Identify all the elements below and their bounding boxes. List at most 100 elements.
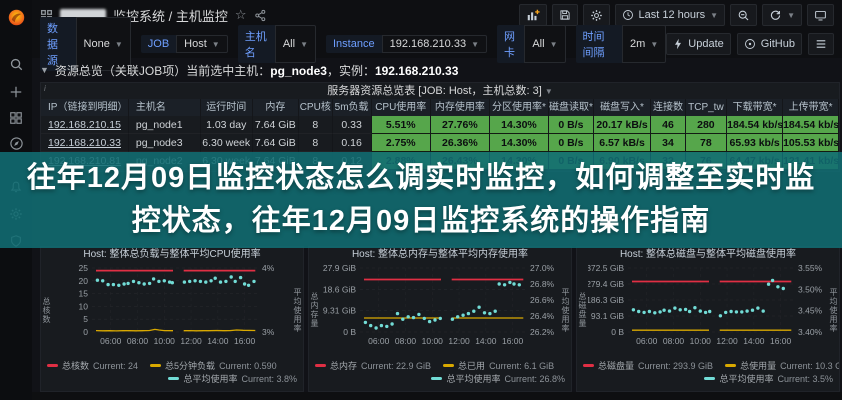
- settings-gear-icon[interactable]: [582, 4, 610, 26]
- svg-text:06:00: 06:00: [636, 336, 658, 346]
- variable-value-dropdown[interactable]: All ▼: [274, 25, 316, 63]
- svg-text:3.55%: 3.55%: [798, 263, 823, 273]
- legend-item[interactable]: 总内存 Current: 22.9 GiB: [315, 359, 431, 372]
- table-cell: 27.76%: [430, 116, 490, 134]
- variable-label: 网卡: [496, 25, 525, 63]
- panel-info-icon[interactable]: i: [44, 84, 46, 93]
- variables-bar: 数据源 None ▼ JOB Host ▼ 主机名 All ▼ Instance 192.168.2…: [32, 17, 842, 71]
- time-range-picker[interactable]: Last 12 hours ▼: [614, 4, 726, 26]
- table-cell: 184.54 kb/s: [783, 116, 839, 134]
- svg-text:14:00: 14:00: [475, 336, 497, 346]
- star-icon[interactable]: ☆: [234, 7, 247, 22]
- table-cell: 34: [651, 134, 686, 152]
- svg-text:10:00: 10:00: [690, 336, 712, 346]
- ip-link-cell[interactable]: 192.168.210.33: [41, 134, 129, 152]
- explore-compass-icon[interactable]: [0, 131, 32, 155]
- chart-panel-title[interactable]: Host: 整体总磁盘与整体平均磁盘使用率: [619, 249, 797, 260]
- save-dashboard-button[interactable]: [551, 4, 578, 26]
- svg-text:25: 25: [79, 263, 89, 273]
- tv-cycle-view-icon[interactable]: [807, 4, 834, 26]
- table-cell: 280: [685, 116, 728, 134]
- share-icon[interactable]: [254, 9, 267, 22]
- svg-text:18.6 GiB: 18.6 GiB: [323, 284, 356, 294]
- column-header: 5m负载: [332, 99, 372, 116]
- legend-swatch: [443, 364, 455, 367]
- update-link-button[interactable]: Update: [666, 33, 731, 55]
- variable-value-dropdown[interactable]: Host ▼: [176, 35, 228, 53]
- table-row: 192.168.210.33 pg_node3 6.30 week 7.64 GiB 8…: [41, 134, 839, 152]
- svg-text:0 B: 0 B: [343, 327, 356, 337]
- dashboards-icon[interactable]: [0, 106, 32, 130]
- refresh-interval-caret[interactable]: ▼: [787, 10, 795, 20]
- grafana-logo-icon[interactable]: [0, 5, 32, 29]
- column-header: 磁盘写入*: [593, 99, 652, 116]
- table-cell: 8: [299, 134, 333, 152]
- variable-label: 数据源: [40, 17, 76, 71]
- chart-panel-title[interactable]: Host: 整体总内存与整体平均内存使用率: [351, 249, 529, 260]
- svg-text:186.3 GiB: 186.3 GiB: [588, 295, 624, 305]
- variable-value-dropdown[interactable]: None ▼: [75, 17, 131, 71]
- svg-text:08:00: 08:00: [663, 336, 685, 346]
- table-cell: 78: [685, 134, 728, 152]
- svg-text:08:00: 08:00: [395, 336, 417, 346]
- chart-plot: 372.5 GiB 279.4 GiB 186.3 GiB 93.1 GiB 0 B 3.…: [588, 263, 823, 346]
- legend-item[interactable]: 总平均使用率 Current: 3.5%: [704, 372, 833, 385]
- table-cell: 0 B/s: [549, 116, 594, 134]
- variable-时间间隔: 时间间隔 2m ▼: [575, 25, 667, 63]
- legend-swatch: [725, 364, 737, 367]
- column-header: 下载带宽*: [727, 99, 784, 116]
- create-plus-icon[interactable]: [0, 80, 32, 104]
- menu-hamburger-icon[interactable]: [808, 33, 834, 55]
- legend-item[interactable]: 总5分钟负载 Current: 0.590: [150, 359, 277, 372]
- legend-item[interactable]: 总平均使用率 Current: 26.8%: [431, 372, 565, 385]
- svg-text:93.1 GiB: 93.1 GiB: [591, 311, 624, 321]
- table-cell: 2.75%: [371, 134, 431, 152]
- variable-value-dropdown[interactable]: 2m ▼: [622, 25, 667, 63]
- update-label: Update: [688, 38, 724, 50]
- table-header-row: IP（链接到明细） 主机名 运行时间 内存 CPU核 5m负载 CPU使用率 内存使用率 分区使…: [41, 99, 839, 116]
- github-link-button[interactable]: GitHub: [736, 33, 802, 55]
- refresh-button[interactable]: ▼: [762, 4, 802, 26]
- chart-panel: Host: 整体总负载与整体平均CPU使用率 总核数 25 20 15 10 5 0 4% 3% 0…: [40, 246, 304, 392]
- variable-网卡: 网卡 All ▼: [496, 25, 566, 63]
- variable-value-dropdown[interactable]: All ▼: [524, 25, 566, 63]
- table-cell: 14.30%: [489, 134, 550, 152]
- svg-text:20: 20: [79, 276, 89, 286]
- column-header: 分区使用率*: [489, 99, 550, 116]
- svg-text:06:00: 06:00: [100, 336, 122, 346]
- table-cell: 26.36%: [430, 134, 490, 152]
- variable-JOB: JOB Host ▼: [140, 35, 228, 53]
- svg-text:5: 5: [83, 314, 88, 324]
- row-collapse-header: ▼ 资源总览（关联JOB项）当前选中主机：pg_node3，实例：192.168…: [40, 60, 458, 80]
- table-cell: 0.16: [332, 134, 372, 152]
- table-cell: 46: [651, 116, 686, 134]
- variable-Instance: Instance 192.168.210.33 ▼: [326, 35, 487, 53]
- svg-text:3.50%: 3.50%: [798, 284, 823, 294]
- chart-panel-title[interactable]: Host: 整体总负载与整体平均CPU使用率: [83, 249, 261, 260]
- info-mid: ，实例：: [326, 63, 375, 78]
- svg-text:279.4 GiB: 279.4 GiB: [588, 279, 624, 289]
- ip-link-cell[interactable]: 192.168.210.15: [41, 116, 129, 134]
- legend-item[interactable]: 总磁盘量 Current: 293.9 GiB: [583, 359, 713, 372]
- zoom-out-time-icon[interactable]: [730, 4, 758, 26]
- svg-text:0: 0: [83, 327, 88, 337]
- collapse-chevron-icon[interactable]: ▼: [40, 65, 49, 75]
- variable-value-dropdown[interactable]: 192.168.210.33 ▼: [381, 35, 487, 53]
- table-panel-title[interactable]: 服务器资源总览表 [JOB: Host，主机总数: 3] ▼: [327, 85, 553, 97]
- svg-text:3.40%: 3.40%: [798, 327, 823, 337]
- chart-panel: Host: 整体总内存与整体平均内存使用率 总内存量 27.9 GiB 18.6 Gi…: [308, 246, 572, 392]
- selected-host: pg_node3: [270, 63, 327, 78]
- svg-text:26.6%: 26.6%: [530, 295, 555, 305]
- svg-text:12:00: 12:00: [716, 336, 738, 346]
- legend-item[interactable]: 总已用 Current: 6.1 GiB: [443, 359, 554, 372]
- column-header: CPU核: [299, 99, 333, 116]
- variable-label: Instance: [326, 35, 382, 53]
- table-cell: 8: [299, 116, 333, 134]
- legend-item[interactable]: 总核数 Current: 24: [47, 359, 138, 372]
- svg-text:12:00: 12:00: [448, 336, 470, 346]
- legend-swatch: [315, 364, 326, 367]
- search-icon[interactable]: [0, 52, 32, 76]
- legend-item[interactable]: 总平均使用率 Current: 3.8%: [168, 372, 297, 385]
- next-row-strip: [0, 392, 842, 400]
